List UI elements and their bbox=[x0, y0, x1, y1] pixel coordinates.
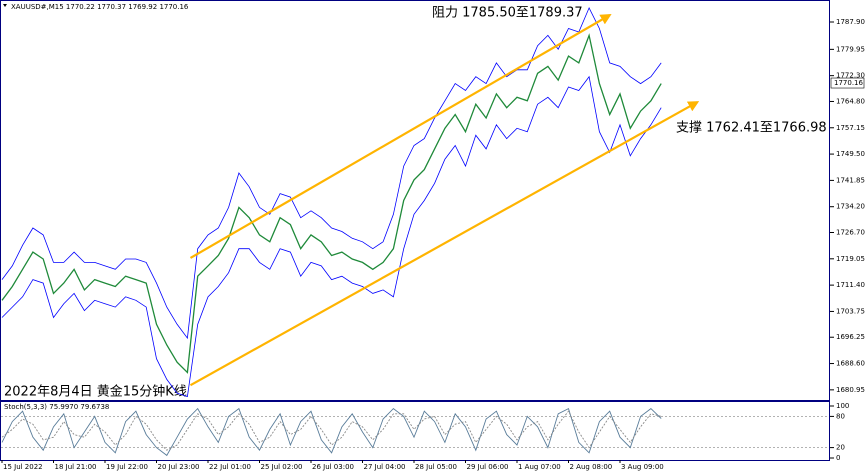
chart-caption: 2022年8月4日 黄金15分钟K线 bbox=[4, 384, 187, 400]
last-price-box bbox=[830, 77, 865, 89]
y-tick-label: 1726.70 bbox=[836, 229, 865, 237]
stoch-line bbox=[1, 407, 662, 457]
y-tick-label: 1779.95 bbox=[836, 45, 865, 53]
y-tick-label: 1757.15 bbox=[836, 124, 865, 132]
x-tick-label: 2 Aug 08:00 bbox=[570, 463, 613, 471]
stoch-title: Stoch(5,3,3) 75.9970 79.6738 bbox=[4, 403, 109, 411]
y-tick-label: 1719.05 bbox=[836, 255, 865, 263]
x-tick-label: 1 Aug 07:00 bbox=[518, 463, 561, 471]
stoch-tick-label: 0 bbox=[836, 454, 840, 462]
header: XAUUSD#,M15 1770.22 1770.37 1769.92 1770… bbox=[11, 3, 189, 11]
x-tick-label: 29 Jul 06:00 bbox=[467, 463, 509, 471]
last-price-label: 1770.16 bbox=[834, 79, 863, 87]
y-tick-label: 1680.95 bbox=[836, 386, 865, 394]
y-tick-label: 1772.30 bbox=[836, 72, 865, 80]
price-line bbox=[1, 33, 662, 374]
y-tick-label: 1741.85 bbox=[836, 176, 865, 184]
support-label: 支撑 1762.41至1766.98 bbox=[676, 121, 827, 136]
stoch-line bbox=[1, 410, 662, 451]
y-tick-label: 1696.25 bbox=[836, 333, 865, 341]
band-line bbox=[1, 6, 662, 340]
y-tick-label: 1787.90 bbox=[836, 18, 865, 26]
x-tick-label: 26 Jul 03:00 bbox=[312, 463, 354, 471]
y-tick-label: 1711.40 bbox=[836, 281, 865, 289]
y-tick-label: 1749.50 bbox=[836, 150, 865, 158]
trendline bbox=[189, 101, 700, 387]
x-tick-label: 28 Jul 05:00 bbox=[415, 463, 457, 471]
y-tick-label: 1734.20 bbox=[836, 203, 865, 211]
x-tick-label: 19 Jul 22:00 bbox=[106, 463, 148, 471]
x-tick-label: 22 Jul 01:00 bbox=[209, 463, 251, 471]
stoch-tick-label: 80 bbox=[836, 412, 845, 420]
y-tick-label: 1703.75 bbox=[836, 307, 865, 315]
x-tick-label: 15 Jul 2022 bbox=[3, 463, 43, 471]
x-tick-label: 20 Jul 23:00 bbox=[158, 463, 200, 471]
x-tick-label: 3 Aug 09:00 bbox=[621, 463, 664, 471]
resistance-label: 阻力 1785.50至1789.37 bbox=[432, 6, 583, 21]
stoch-frame bbox=[0, 401, 830, 461]
stoch-tick-label: 20 bbox=[836, 444, 845, 452]
x-tick-label: 27 Jul 04:00 bbox=[364, 463, 406, 471]
main-frame bbox=[0, 0, 830, 401]
y-tick-label: 1688.60 bbox=[836, 360, 865, 368]
y-tick-label: 1764.80 bbox=[836, 97, 865, 105]
band-line bbox=[1, 75, 662, 398]
x-tick-label: 25 Jul 02:00 bbox=[261, 463, 303, 471]
header-icon bbox=[3, 4, 7, 7]
trendline bbox=[189, 14, 612, 259]
stoch-tick-label: 100 bbox=[836, 402, 849, 410]
x-tick-label: 18 Jul 21:00 bbox=[55, 463, 97, 471]
